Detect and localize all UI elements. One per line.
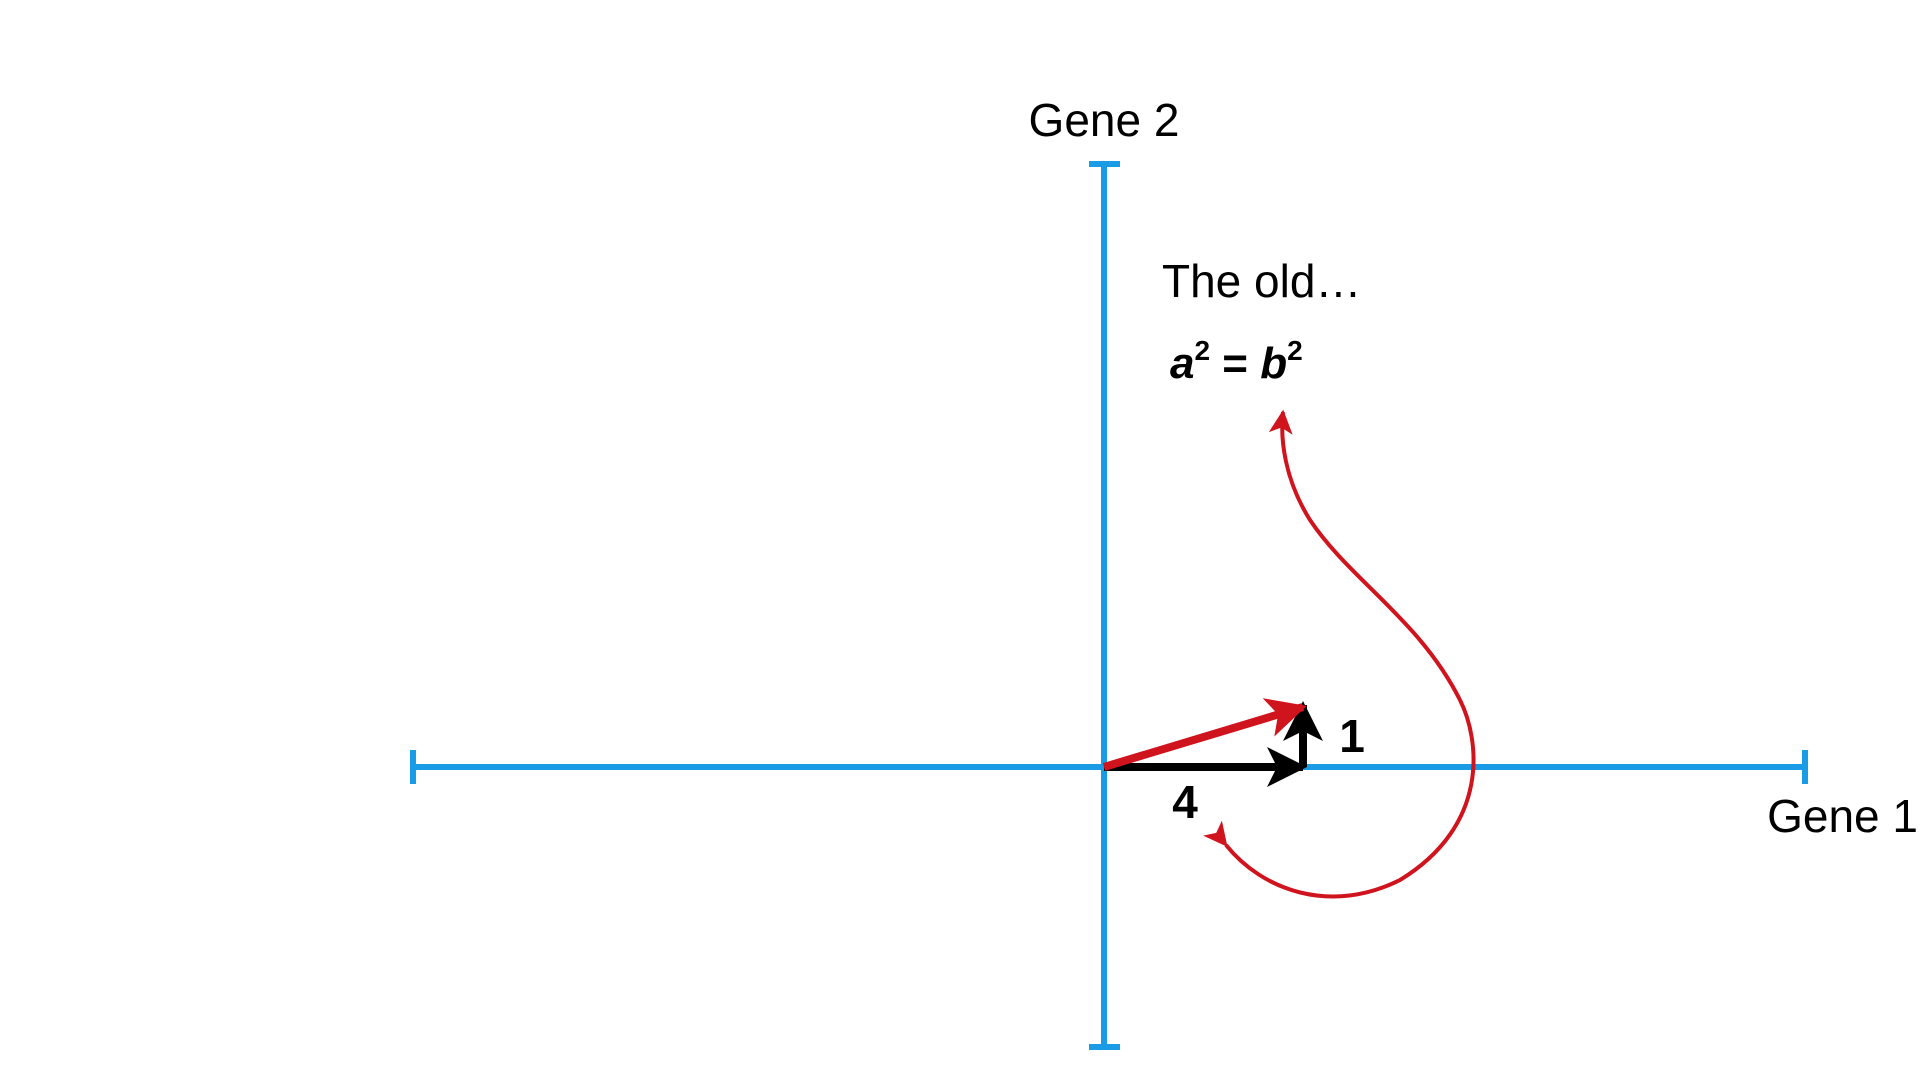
equation-exponent-1: 2 — [1194, 335, 1210, 366]
vertical-component-label: 1 — [1339, 710, 1365, 762]
y-axis-label: Gene 2 — [1029, 94, 1180, 146]
x-axis-label: Gene 1 — [1767, 790, 1918, 842]
y-axis — [1089, 161, 1120, 1050]
equation-equals: = — [1210, 339, 1260, 388]
equation-text: a2 = b2 — [1170, 335, 1303, 388]
equation-b: b — [1260, 339, 1287, 388]
equation-a: a — [1170, 339, 1194, 388]
caption-text: The old… — [1162, 255, 1361, 307]
horizontal-component-label: 4 — [1172, 776, 1198, 828]
resultant-vector-arrow — [1102, 698, 1307, 771]
curved-double-arrow — [1203, 409, 1476, 899]
equation-exponent-2: 2 — [1287, 335, 1303, 366]
